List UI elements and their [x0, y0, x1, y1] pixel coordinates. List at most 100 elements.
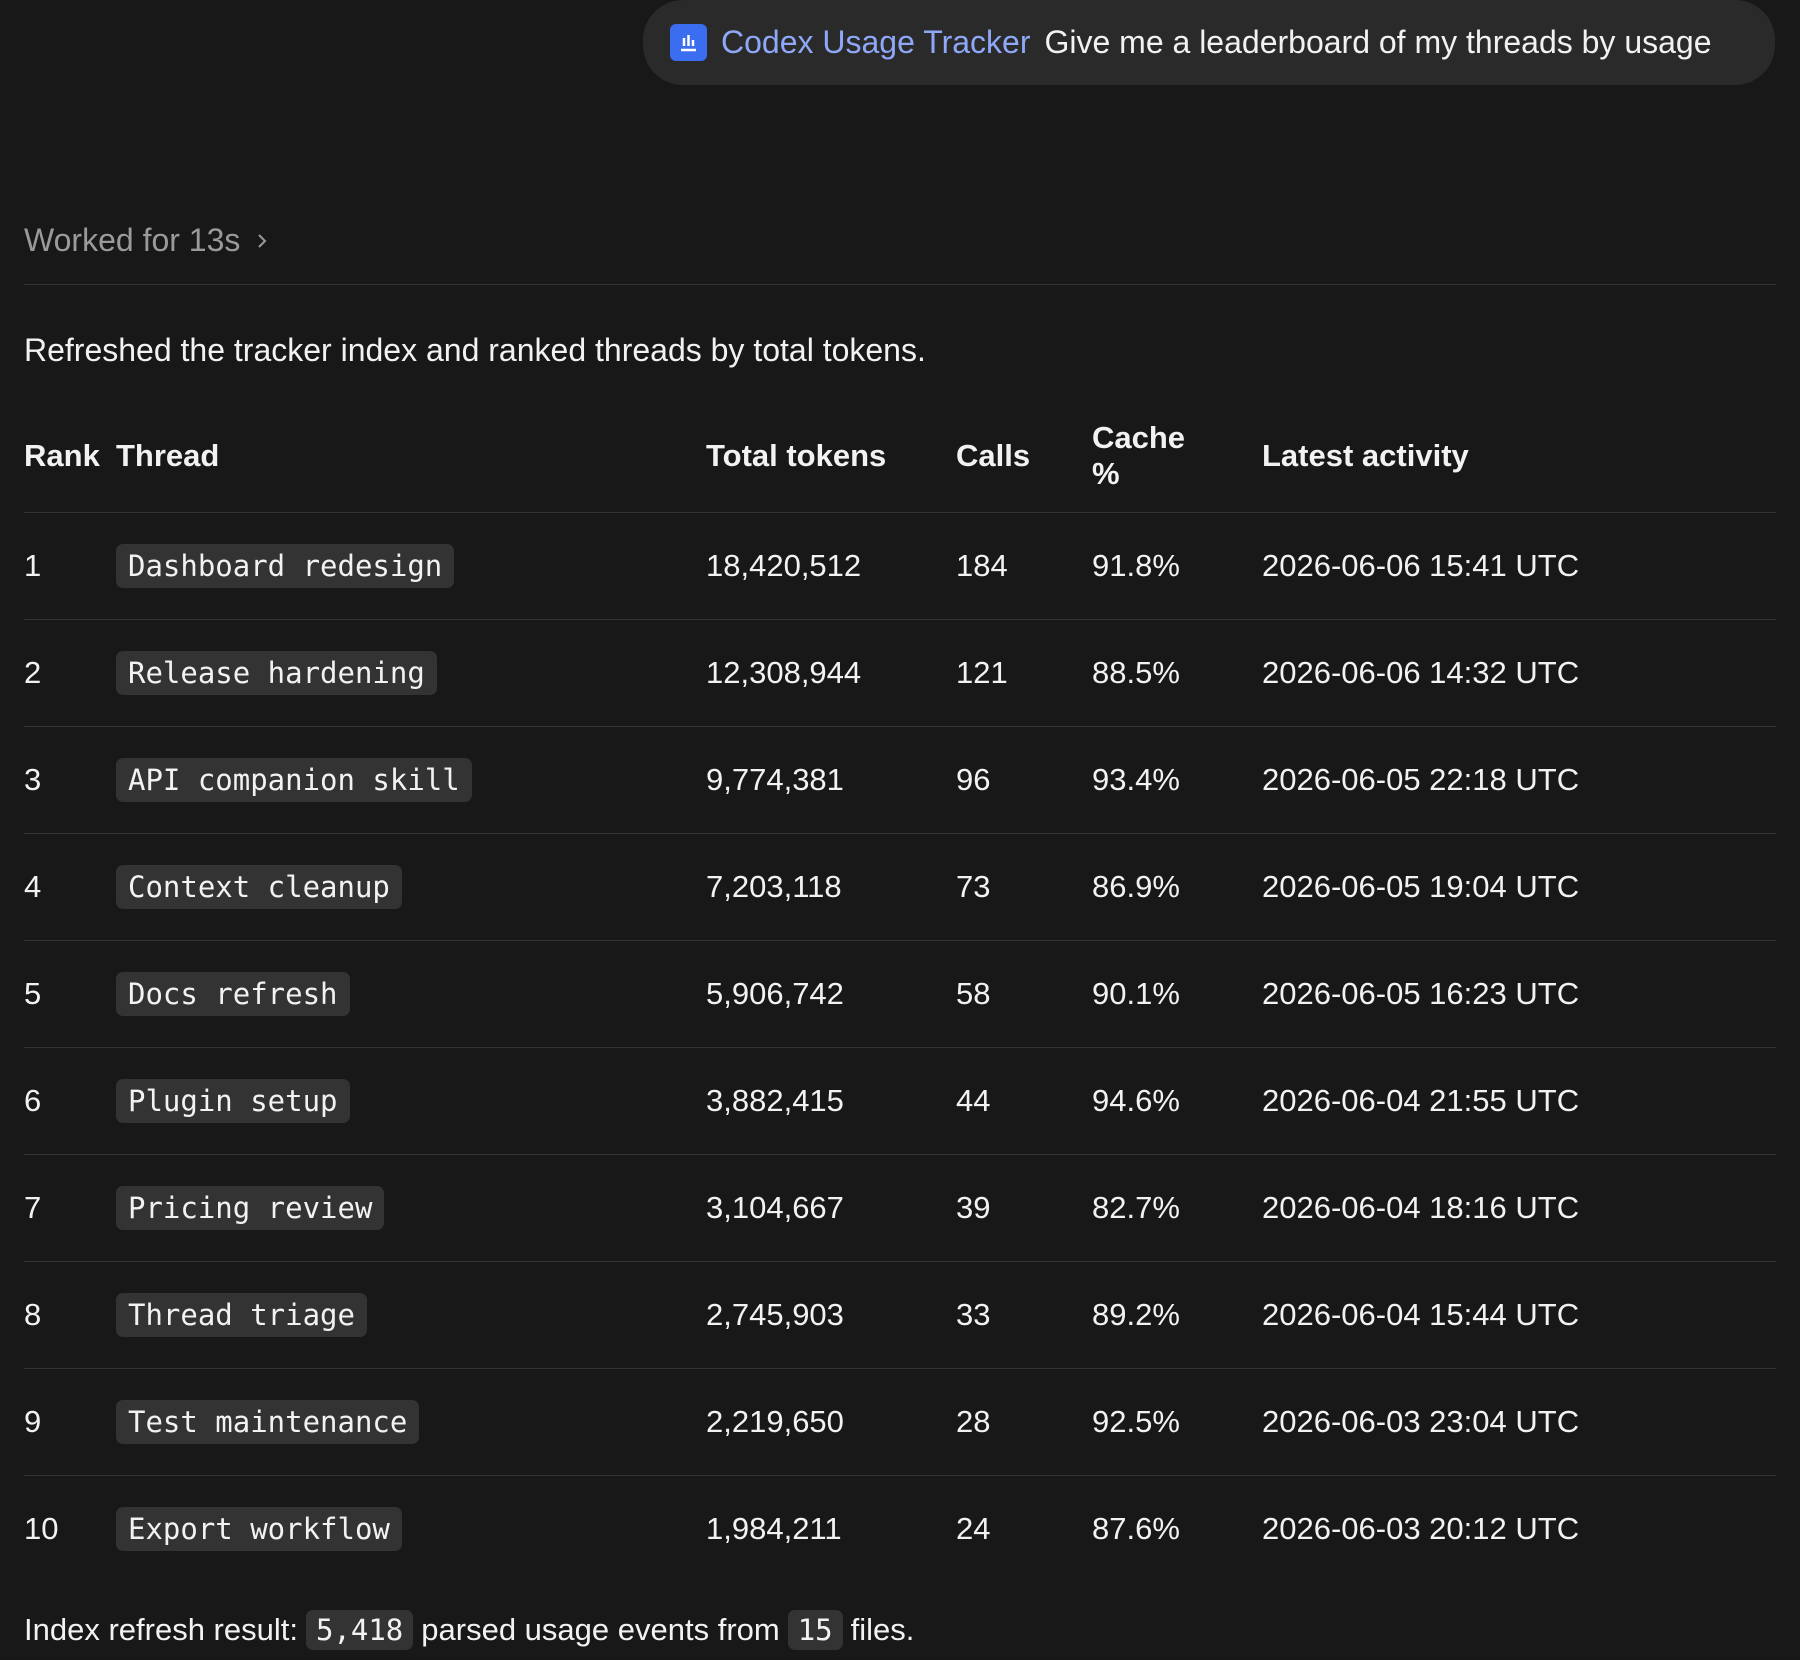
table-cell: 91.8% [1092, 548, 1180, 583]
summary: Refreshed the tracker index and ranked t… [24, 332, 926, 368]
chevron [258, 233, 267, 248]
thread-chip: Pricing review [116, 1186, 385, 1230]
table-cell: 1,984,211 [706, 1511, 842, 1546]
table-cell: Release hardening [116, 651, 706, 695]
thread-chip: API companion skill [116, 758, 472, 802]
column-header: Thread [116, 438, 220, 473]
table-cell: 3,104,667 [706, 1190, 844, 1225]
table-cell: 2026-06-06 15:41 UTC [1262, 548, 1580, 583]
table-cell: 2026-06-03 20:12 UTC [1262, 1511, 1580, 1546]
table-cell: 58 [956, 976, 991, 1011]
column-header: Cache % [1092, 420, 1186, 491]
table-cell: Export workflow [116, 1507, 706, 1551]
table-cell: 5 [24, 976, 42, 1011]
table-cell: 8 [24, 1297, 42, 1332]
column-header: Total tokens [706, 438, 887, 473]
table-cell: 121 [956, 655, 1008, 690]
table-cell: 2 [24, 655, 42, 690]
table-cell: Pricing review [116, 1186, 706, 1230]
table-cell: 9 [24, 1404, 42, 1439]
table-row: 6 Plugin setup 3,882,415 44 94.6% 2026-06-04 … [24, 1047, 1776, 1154]
table-cell: 18,420,512 [706, 548, 862, 583]
table-row: 9 Test maintenance 2,219,650 28 92.5% 2026-06… [24, 1368, 1776, 1475]
table-cell: 90.1% [1092, 976, 1180, 1011]
column-header: Calls [956, 438, 1031, 473]
header-row: Rank Thread Total tokens Calls Cache % Latest… [24, 400, 1776, 512]
table-row: 10 Export workflow 1,984,211 24 87.6% 2026-06… [24, 1475, 1776, 1582]
table-cell: 33 [956, 1297, 991, 1332]
table-cell: 86.9% [1092, 869, 1180, 904]
table-cell: 2026-06-04 18:16 UTC [1262, 1190, 1580, 1225]
table-cell: 88.5% [1092, 655, 1180, 690]
table-cell: 3 [24, 762, 42, 797]
prompt-bubble: Codex Usage Tracker Give me a leaderboar… [643, 0, 1775, 85]
table-row: 5 Docs refresh 5,906,742 58 90.1% 2026-06-05 … [24, 940, 1776, 1047]
footer-text: parsed usage events from [421, 1612, 780, 1647]
table-cell: Thread triage [116, 1293, 706, 1337]
thread-chip: Thread triage [116, 1293, 367, 1337]
table-cell: 2026-06-05 16:23 UTC [1262, 976, 1580, 1011]
table-cell: 2026-06-03 23:04 UTC [1262, 1404, 1580, 1439]
table-row: 2 Release hardening 12,308,944 121 88.5% 2026… [24, 619, 1776, 726]
table-row: 8 Thread triage 2,745,903 33 89.2% 2026-06-04… [24, 1261, 1776, 1368]
table-cell: 3,882,415 [706, 1083, 844, 1118]
table-cell: 2026-06-04 21:55 UTC [1262, 1083, 1580, 1118]
table-cell: 82.7% [1092, 1190, 1180, 1225]
thread-chip: Export workflow [116, 1507, 402, 1551]
prompt-text: Give me a leaderboard of my threads by u… [1044, 24, 1712, 60]
table-cell: 184 [956, 548, 1008, 583]
code-chip: 15 [787, 1610, 843, 1650]
table-cell: 94.6% [1092, 1083, 1180, 1118]
thread-chip: Plugin setup [116, 1079, 350, 1123]
table-row: 7 Pricing review 3,104,667 39 82.7% 2026-06-0… [24, 1154, 1776, 1261]
table-cell: 2026-06-04 15:44 UTC [1262, 1297, 1580, 1332]
thread-chip: Docs refresh [116, 972, 350, 1016]
thread-chip: Context cleanup [116, 865, 402, 909]
table-cell: Test maintenance [116, 1400, 706, 1444]
table-cell: 89.2% [1092, 1297, 1180, 1332]
table-cell: Docs refresh [116, 972, 706, 1016]
table-cell: 2,745,903 [706, 1297, 844, 1332]
code-chip: 5,418 [305, 1610, 414, 1650]
table-cell: 12,308,944 [706, 655, 862, 690]
table-cell: 93.4% [1092, 762, 1180, 797]
table-cell: 5,906,742 [706, 976, 844, 1011]
table-cell: 2,219,650 [706, 1404, 844, 1439]
thread-chip: Dashboard redesign [116, 544, 455, 588]
table-cell: API companion skill [116, 758, 706, 802]
thread-chip: Test maintenance [116, 1400, 420, 1444]
table-cell: 1 [24, 548, 42, 583]
table-cell: 7,203,118 [706, 869, 842, 904]
table-cell: 4 [24, 869, 42, 904]
table-cell: Plugin setup [116, 1079, 706, 1123]
table-cell: 24 [956, 1511, 991, 1546]
table-cell: 96 [956, 762, 991, 797]
table-cell: 2026-06-05 19:04 UTC [1262, 869, 1580, 904]
footer: Index refresh result: 5,418 parsed usage… [24, 1610, 914, 1650]
table-row: 1 Dashboard redesign 18,420,512 184 91.8% 202… [24, 512, 1776, 619]
table-row: 4 Context cleanup 7,203,118 73 86.9% 2026-06-… [24, 833, 1776, 940]
footer-text: Index refresh result: [24, 1612, 298, 1647]
table-cell: 87.6% [1092, 1511, 1180, 1546]
app-name[interactable]: Codex Usage Tracker [721, 24, 1031, 60]
footer-text: files. [850, 1612, 915, 1647]
table-cell: 39 [956, 1190, 991, 1225]
table-cell: 9,774,381 [706, 762, 844, 797]
divider [24, 284, 1776, 285]
thread-chip: Release hardening [116, 651, 437, 695]
table-cell: 44 [956, 1083, 991, 1118]
table-cell: 92.5% [1092, 1404, 1180, 1439]
table-cell: 10 [24, 1511, 59, 1546]
table-cell: 6 [24, 1083, 42, 1118]
table-cell: 28 [956, 1404, 991, 1439]
table-cell: 7 [24, 1190, 42, 1225]
leaderboard-table: Rank Thread Total tokens Calls Cache % Latest… [24, 400, 1776, 1582]
table-cell: 2026-06-05 22:18 UTC [1262, 762, 1580, 797]
table-cell: Dashboard redesign [116, 544, 706, 588]
column-header: Latest activity [1262, 438, 1469, 473]
table-cell: Context cleanup [116, 865, 706, 909]
status-text: Worked for 13s [24, 222, 241, 258]
work-status[interactable]: Worked for 13s [24, 222, 268, 259]
table-row: 3 API companion skill 9,774,381 96 93.4% 2026… [24, 726, 1776, 833]
